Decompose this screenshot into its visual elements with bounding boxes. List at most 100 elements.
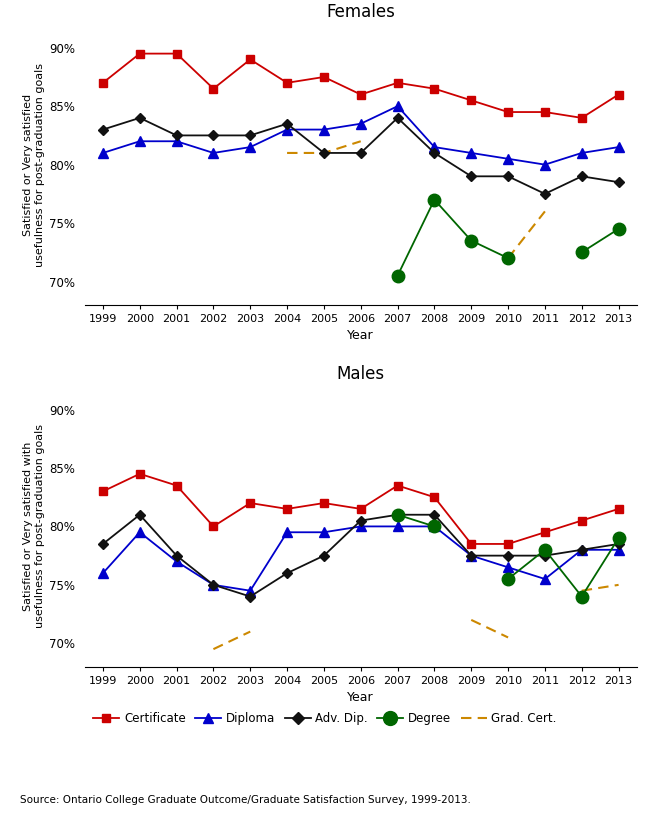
Y-axis label: Satisfied or Very satisfied
usefulness for post-graduation goals: Satisfied or Very satisfied usefulness f… [23, 63, 45, 267]
Certificate [467, 539, 475, 549]
Y-axis label: Satisfied or Very satisfied with
usefulness for post-graduation goals: Satisfied or Very satisfied with usefuln… [23, 424, 45, 628]
Title: Males: Males [337, 365, 385, 383]
Diploma [136, 528, 144, 537]
Adv. Dip. [430, 148, 438, 158]
Legend: Certificate, Diploma, Adv. Dip., Degree, Grad. Cert.: Certificate, Diploma, Adv. Dip., Degree,… [88, 707, 562, 730]
Adv. Dip. [99, 539, 107, 549]
Diploma [394, 522, 402, 532]
Certificate [246, 498, 254, 508]
Diploma [357, 119, 365, 128]
Adv. Dip. [283, 119, 291, 128]
Certificate [357, 89, 365, 99]
Line: Certificate: Certificate [99, 50, 623, 122]
Line: Degree: Degree [391, 508, 441, 533]
Certificate [394, 480, 402, 490]
Diploma [320, 124, 328, 134]
Certificate [320, 72, 328, 82]
Diploma [615, 545, 623, 554]
Adv. Dip. [246, 592, 254, 602]
Certificate [430, 84, 438, 93]
Diploma [99, 568, 107, 578]
Certificate [504, 539, 512, 549]
Adv. Dip. [467, 172, 475, 181]
Adv. Dip. [394, 510, 402, 520]
Adv. Dip. [136, 510, 144, 520]
Certificate [173, 480, 181, 490]
Diploma [394, 102, 402, 111]
Line: Degree: Degree [391, 193, 514, 282]
Diploma [246, 586, 254, 596]
Line: Certificate: Certificate [99, 470, 623, 548]
Adv. Dip. [173, 550, 181, 560]
Certificate [136, 469, 144, 479]
Diploma [173, 137, 181, 146]
Adv. Dip. [320, 550, 328, 560]
Certificate [615, 504, 623, 514]
Adv. Dip. [99, 124, 107, 134]
Diploma [209, 148, 217, 158]
Degree [394, 510, 402, 520]
Diploma [430, 522, 438, 532]
Certificate [467, 95, 475, 105]
Certificate [357, 504, 365, 514]
Adv. Dip. [578, 545, 586, 554]
Diploma [209, 580, 217, 589]
Certificate [209, 522, 217, 532]
Degree [504, 253, 512, 263]
Certificate [578, 515, 586, 525]
Adv. Dip. [615, 177, 623, 187]
Certificate [430, 493, 438, 502]
Adv. Dip. [394, 113, 402, 123]
Certificate [246, 54, 254, 64]
Diploma [615, 142, 623, 152]
Diploma [467, 550, 475, 560]
Diploma [504, 563, 512, 572]
Degree [467, 236, 475, 246]
Adv. Dip. [209, 131, 217, 141]
Certificate [615, 89, 623, 99]
X-axis label: Year: Year [348, 329, 374, 342]
Diploma [467, 148, 475, 158]
Adv. Dip. [541, 550, 549, 560]
Diploma [136, 137, 144, 146]
Diploma [283, 124, 291, 134]
Adv. Dip. [357, 515, 365, 525]
X-axis label: Year: Year [348, 691, 374, 704]
Degree [430, 195, 438, 205]
Certificate [283, 78, 291, 88]
Degree [394, 271, 402, 280]
Adv. Dip. [320, 148, 328, 158]
Certificate [209, 84, 217, 93]
Diploma [578, 148, 586, 158]
Diploma [320, 528, 328, 537]
Certificate [541, 528, 549, 537]
Line: Diploma: Diploma [98, 522, 623, 595]
Title: Females: Females [326, 3, 395, 21]
Degree [430, 522, 438, 532]
Text: Source: Ontario College Graduate Outcome/Graduate Satisfaction Survey, 1999-2013: Source: Ontario College Graduate Outcome… [20, 795, 471, 805]
Adv. Dip. [504, 172, 512, 181]
Adv. Dip. [246, 131, 254, 141]
Adv. Dip. [578, 172, 586, 181]
Diploma [541, 159, 549, 170]
Certificate [173, 49, 181, 59]
Certificate [504, 107, 512, 117]
Adv. Dip. [541, 189, 549, 198]
Adv. Dip. [357, 148, 365, 158]
Diploma [357, 522, 365, 532]
Diploma [430, 142, 438, 152]
Certificate [320, 498, 328, 508]
Line: Adv. Dip.: Adv. Dip. [99, 114, 623, 198]
Adv. Dip. [467, 550, 475, 560]
Adv. Dip. [173, 131, 181, 141]
Line: Diploma: Diploma [98, 102, 623, 169]
Diploma [541, 574, 549, 584]
Adv. Dip. [615, 539, 623, 549]
Certificate [394, 78, 402, 88]
Diploma [246, 142, 254, 152]
Certificate [99, 78, 107, 88]
Diploma [578, 545, 586, 554]
Line: Adv. Dip.: Adv. Dip. [99, 511, 623, 600]
Diploma [173, 557, 181, 567]
Diploma [99, 148, 107, 158]
